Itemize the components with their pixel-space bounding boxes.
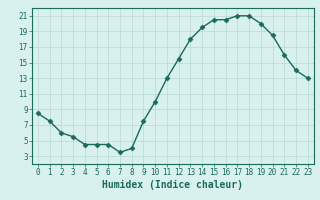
- X-axis label: Humidex (Indice chaleur): Humidex (Indice chaleur): [102, 180, 243, 190]
